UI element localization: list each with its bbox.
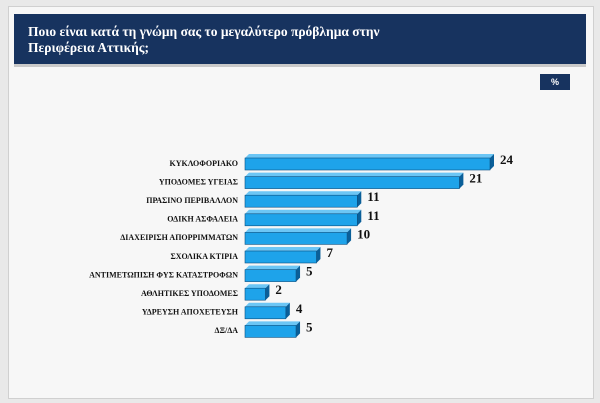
bar-front — [244, 176, 460, 189]
bar — [244, 265, 301, 282]
bar-top — [245, 302, 290, 307]
chart-title: Ποιο είναι κατά τη γνώμη σας το μεγαλύτε… — [28, 24, 380, 55]
bar-side — [316, 247, 321, 263]
bar-side — [296, 265, 301, 282]
bar-front — [244, 287, 266, 301]
bar-front — [244, 250, 317, 264]
bar-top — [245, 265, 301, 270]
bar-front — [244, 157, 491, 171]
bar-side — [357, 209, 362, 226]
category-label: ΠΡΑΣΙΝΟ ΠΕΡΙΒΑΛΛΟΝ — [146, 196, 238, 205]
bar — [244, 154, 494, 171]
bar — [244, 247, 321, 264]
bar — [244, 228, 352, 245]
category-label: ΥΔΡΕΥΣΗ ΑΠΟΧΕΤΕΥΣΗ — [142, 308, 239, 317]
value-label: 21 — [469, 171, 482, 186]
bar-top — [245, 209, 362, 214]
bar — [244, 172, 464, 189]
category-label: ΑΘΛΗΤΙΚΕΣ ΥΠΟΔΟΜΕΣ — [141, 289, 238, 298]
category-label: ΑΝΤΙΜΕΤΩΠΙΣΗ ΦΥΣ ΚΑΤΑΣΤΡΟΦΩΝ — [89, 270, 238, 279]
bar — [244, 302, 290, 320]
bar-front — [244, 269, 297, 282]
bar-side — [459, 172, 464, 189]
value-label: 11 — [367, 208, 379, 223]
bar-side — [490, 154, 494, 170]
bar — [244, 209, 362, 227]
bar-front — [244, 194, 358, 208]
bar-front — [244, 306, 287, 320]
bar — [244, 284, 270, 301]
bar-top — [245, 247, 321, 251]
bar-top — [245, 321, 301, 326]
bar-top — [245, 191, 362, 196]
unit-badge: % — [540, 74, 570, 90]
header: Ποιο είναι κατά τη γνώμη σας το μεγαλύτε… — [14, 14, 586, 67]
bar-front — [244, 213, 358, 227]
bar-side — [265, 284, 270, 301]
category-label: ΔΙΑΧΕΙΡΙΣΗ ΑΠΟΡΡΙΜΜΑΤΩΝ — [120, 233, 238, 242]
category-label: ΟΔΙΚΗ ΑΣΦΑΛΕΙΑ — [167, 215, 238, 224]
bar-front — [244, 232, 348, 245]
value-label: 10 — [357, 226, 370, 241]
category-label: ΣΧΟΛΙΚΑ ΚΤΙΡΙΑ — [171, 252, 239, 261]
value-label: 4 — [296, 301, 303, 316]
value-label: 2 — [275, 282, 282, 297]
value-label: 7 — [326, 245, 333, 260]
category-label: ΚΥΚΛΟΦΟΡΙΑΚΟ — [170, 159, 238, 168]
bar-side — [296, 321, 301, 338]
bar-top — [245, 284, 270, 289]
category-label: ΥΠΟΔΟΜΕΣ ΥΓΕΙΑΣ — [159, 177, 238, 186]
bar-top — [245, 228, 352, 233]
category-label: ΔΞ/ΔΑ — [215, 326, 239, 335]
bar-top — [245, 172, 464, 177]
value-label: 5 — [306, 264, 313, 279]
bar — [244, 321, 301, 338]
bar — [244, 191, 362, 208]
bar-side — [347, 228, 352, 245]
value-label: 5 — [306, 319, 313, 334]
value-label: 24 — [500, 152, 514, 167]
bar-front — [244, 325, 297, 338]
value-label: 11 — [367, 189, 379, 204]
bar-side — [285, 302, 290, 319]
bar-top — [245, 154, 494, 158]
bar-side — [357, 191, 362, 208]
